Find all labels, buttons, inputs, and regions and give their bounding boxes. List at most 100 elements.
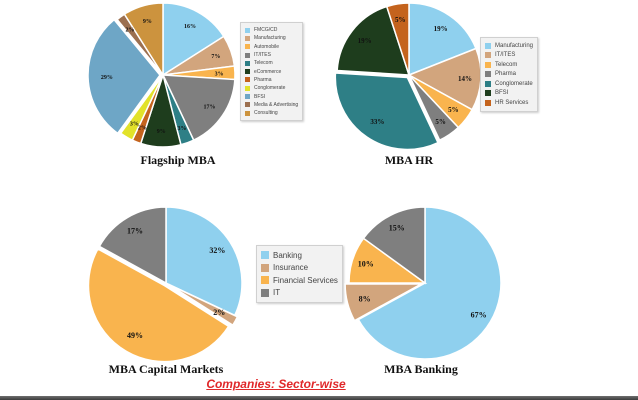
legend-item-it-ites: IT/ITES: [245, 51, 298, 59]
legend-label: IT: [273, 288, 281, 298]
legend-swatch: [485, 80, 491, 87]
pie-slice-bfsi: [87, 18, 161, 135]
pie-slice-insurance: [344, 283, 422, 322]
data-label-telecom: 5%: [448, 106, 459, 114]
legend-swatch: [245, 110, 250, 116]
pie-chart-mba-capital-markets: 32% 2% 49% 17%: [87, 206, 243, 363]
legend-swatch: [261, 263, 269, 272]
main-title: Companies: Sector-wise: [206, 377, 346, 391]
legend-item-manufacturing: Manufacturing: [485, 41, 533, 51]
legend-label: BFSI: [495, 90, 509, 97]
legend-label: FMCG/CD: [254, 27, 278, 34]
legend-label: Consulting: [254, 110, 278, 117]
bottom-bar: [0, 396, 638, 400]
data-label-it-ites: 17%: [203, 105, 215, 111]
data-label-ecommerce: 9%: [157, 129, 166, 135]
pie-slice-manufacturing: [408, 2, 477, 77]
pie-slice-hr-services: [385, 2, 410, 76]
legend-swatch: [245, 35, 250, 41]
data-label-manufacturing: 19%: [434, 25, 448, 33]
legend-item-consulting: Consulting: [245, 109, 298, 117]
legend-swatch: [261, 288, 269, 297]
legend-item-media-advertising: Media & Advertising: [245, 101, 298, 109]
legend-swatch: [485, 99, 491, 106]
legend-label: Insurance: [273, 263, 309, 273]
legend-swatch: [261, 276, 269, 285]
data-label-banking: 67%: [471, 311, 487, 320]
legend-label: Banking: [273, 250, 302, 260]
data-label-manufacturing: 7%: [211, 54, 220, 60]
legend-label: Telecom: [495, 61, 518, 68]
data-label-conglomerate: 3%: [130, 121, 139, 127]
legend-label: HR Services: [495, 99, 529, 106]
legend-mba-capital-markets: Banking Insurance Financial Services IT: [256, 245, 343, 303]
pie-slice-it: [98, 206, 167, 285]
legend-swatch: [485, 90, 491, 97]
pie-slice-conglomerate: [334, 72, 439, 151]
legend-swatch: [245, 77, 250, 83]
legend-item-telecom: Telecom: [245, 59, 298, 67]
data-label-pharma: 5%: [435, 118, 446, 126]
legend-swatch: [485, 71, 491, 78]
legend-item-pharma: Pharma: [485, 70, 533, 80]
legend-label: Conglomerate: [495, 80, 533, 87]
legend-label: IT/ITES: [495, 52, 516, 59]
legend-swatch: [485, 52, 491, 59]
legend-item-manufacturing: Manufacturing: [245, 34, 298, 42]
legend-swatch: [245, 102, 250, 108]
pie-chart-flagship-mba: 16%7%3%17%3%9%2%3%29%2%9%: [87, 2, 236, 148]
pie-slice-fmcg-cd: [162, 2, 225, 77]
legend-item-bfsi: BFSI: [485, 89, 533, 99]
legend-label: BFSI: [254, 93, 266, 100]
legend-item-fmcg-cd: FMCG/CD: [245, 26, 298, 34]
pie-slice-banking: [165, 206, 243, 317]
legend-item-conglomerate: Conglomerate: [485, 79, 533, 89]
chart-title-mba-capital-markets: MBA Capital Markets: [108, 362, 224, 376]
legend-swatch: [245, 27, 250, 33]
legend-label: Conglomerate: [254, 85, 286, 92]
legend-item-insurance: Insurance: [261, 262, 338, 275]
legend-item-banking: Banking: [261, 249, 338, 262]
legend-swatch: [261, 251, 269, 260]
pie-slice-pharma: [408, 74, 460, 142]
legend-label: IT/ITES: [254, 52, 271, 59]
pie-chart-mba-banking: 67% 8% 10% 15%: [344, 206, 502, 360]
legend-item-pharma: Pharma: [245, 76, 298, 84]
legend-swatch: [485, 42, 491, 49]
data-label-insurance: 8%: [359, 294, 371, 303]
data-label-consulting: 9%: [143, 19, 152, 25]
chart-title-flagship-mba: Flagship MBA: [140, 153, 216, 167]
legend-label: Manufacturing: [254, 35, 286, 42]
legend-label: eCommerce: [254, 68, 282, 75]
data-label-it: 17%: [127, 226, 143, 235]
data-label-automobile: 3%: [215, 71, 224, 77]
legend-item-it-ites: IT/ITES: [485, 51, 533, 61]
data-label-it-ites: 14%: [458, 75, 472, 83]
legend-mba-hr: Manufacturing IT/ITES Telecom Pharma Conglom…: [480, 37, 539, 112]
legend-item-hr-services: HR Services: [485, 98, 533, 108]
data-label-pharma: 2%: [138, 125, 147, 131]
data-label-bfsi: 29%: [101, 75, 113, 81]
pie-slice-banking: [357, 206, 502, 360]
legend-label: Pharma: [495, 71, 517, 78]
legend-item-ecommerce: eCommerce: [245, 67, 298, 75]
pie-slice-it: [362, 206, 426, 285]
pie-slice-it-ites: [161, 74, 236, 142]
pie-slice-bfsi: [336, 5, 411, 76]
legend-label: Financial Services: [273, 275, 338, 285]
legend-item-telecom: Telecom: [485, 60, 533, 70]
legend-label: Media & Advertising: [254, 101, 299, 108]
pie-slice-insurance: [168, 283, 239, 327]
legend-item-financial-services: Financial Services: [261, 274, 338, 287]
legend-label: Automobile: [254, 43, 280, 50]
legend-label: Pharma: [254, 76, 272, 83]
pie-slice-consulting: [123, 2, 164, 78]
data-label-fmcg-cd: 16%: [184, 24, 196, 30]
data-label-media-advertising: 2%: [125, 28, 134, 34]
pie-slice-conglomerate: [119, 74, 164, 142]
pie-slice-financial-services: [87, 247, 230, 363]
legend-swatch: [245, 69, 250, 75]
data-label-banking: 32%: [209, 246, 225, 255]
data-label-bfsi: 19%: [358, 37, 372, 45]
legend-item-it: IT: [261, 287, 338, 300]
